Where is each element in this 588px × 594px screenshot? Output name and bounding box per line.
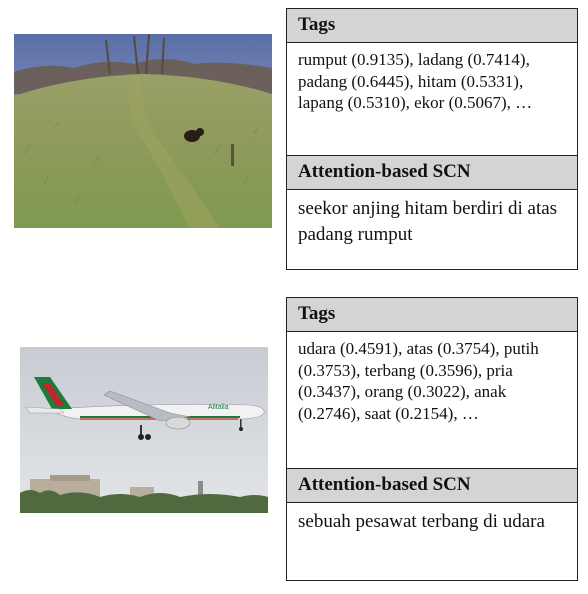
caption-header: Attention-based SCN: [287, 155, 577, 190]
example-2-table: Tags udara (0.4591), atas (0.3754), puti…: [286, 297, 578, 581]
tags-list: udara (0.4591), atas (0.3754), putih (0.…: [298, 339, 539, 423]
tags-header: Tags: [287, 9, 577, 43]
caption-header: Attention-based SCN: [287, 468, 577, 503]
airplane-image: Alitalia: [20, 347, 268, 513]
dog-on-hill-image: [14, 34, 272, 228]
tags-header: Tags: [287, 298, 577, 332]
generated-caption: sebuah pesawat terbang di udara: [298, 511, 545, 532]
tags-list: rumput (0.9135), ladang (0.7414), padang…: [298, 50, 533, 112]
example-1-table: Tags rumput (0.9135), ladang (0.7414), p…: [286, 8, 578, 270]
airline-logo-text: Alitalia: [208, 404, 229, 411]
generated-caption: seekor anjing hitam berdiri di atas pada…: [298, 198, 558, 245]
